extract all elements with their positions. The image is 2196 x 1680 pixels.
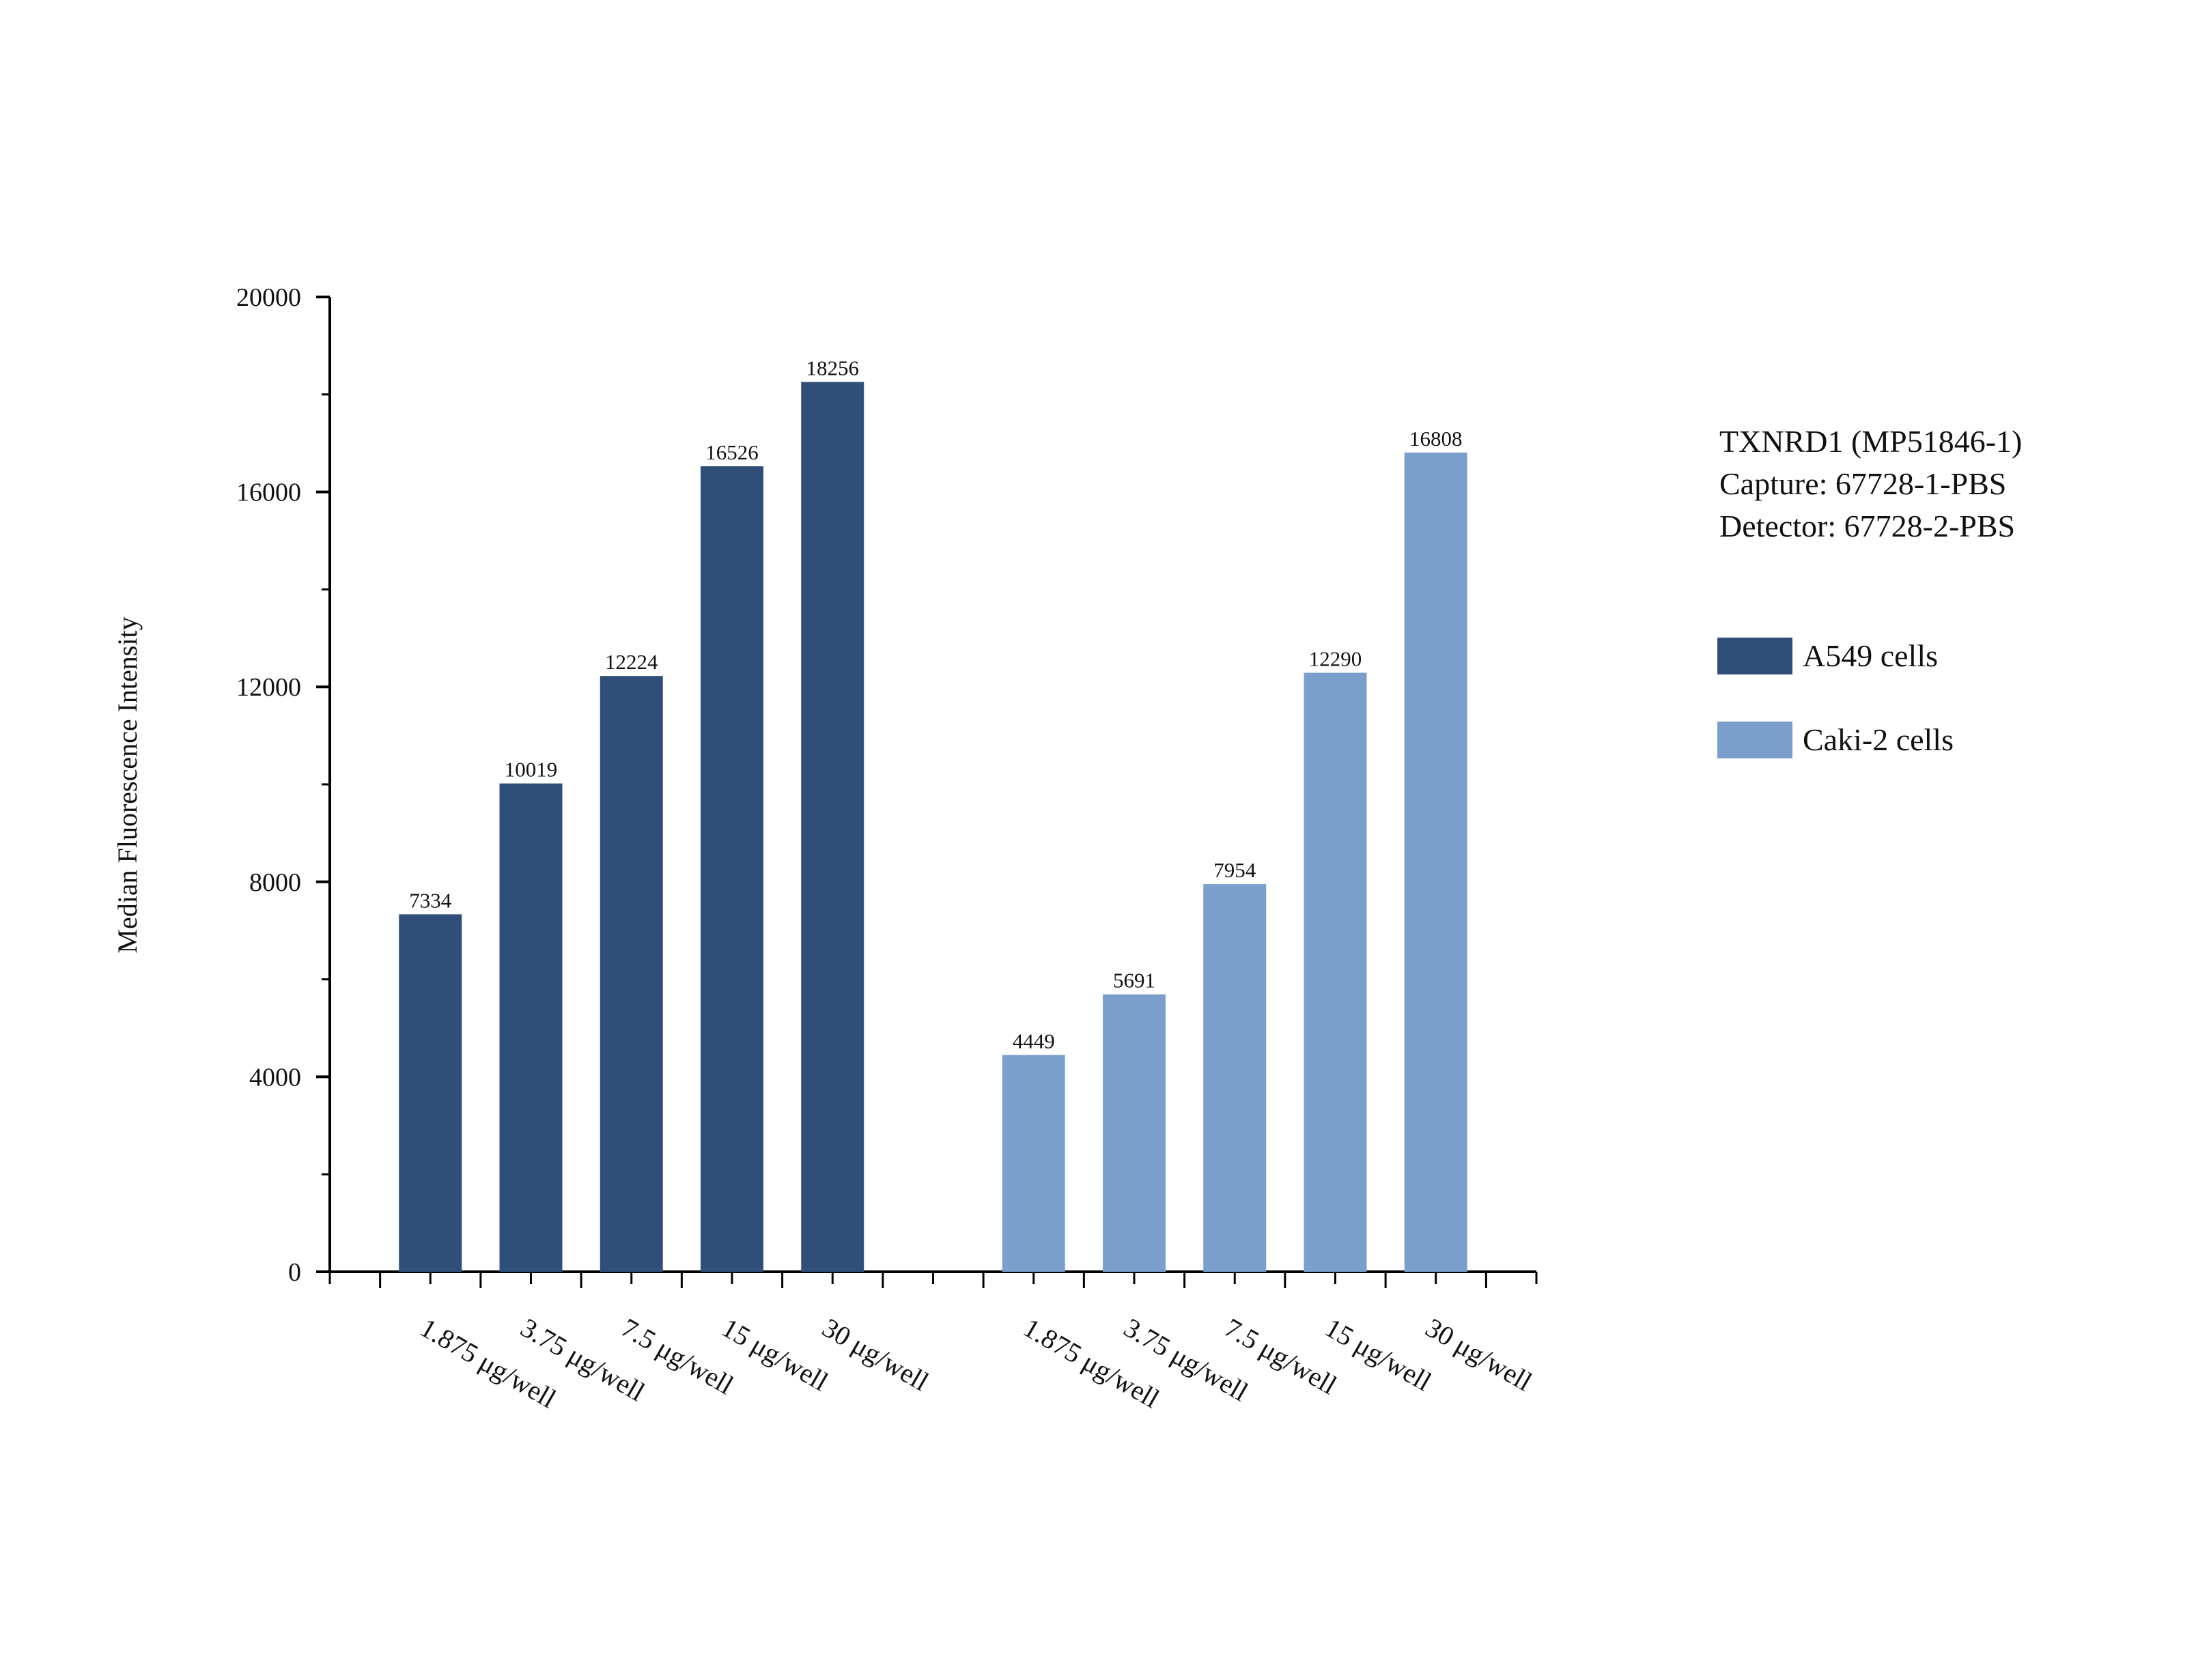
y-axis: 0 4000 8000 12000 16000 20000	[236, 283, 331, 1287]
bar-value-label: 4449	[1013, 1029, 1055, 1053]
x-tick-label: 30 μg/well	[1420, 1312, 1537, 1397]
bar-caki2-4	[1404, 452, 1467, 1272]
bar-value-label: 16808	[1409, 427, 1463, 451]
annotation-title: TXNRD1 (MP51846-1)	[1719, 424, 2022, 459]
bar-a549-0	[399, 914, 462, 1272]
bar-value-label: 12290	[1309, 646, 1362, 670]
y-tick-label: 12000	[236, 673, 301, 702]
y-tick-label: 0	[288, 1258, 301, 1287]
legend-swatch-caki2	[1717, 722, 1792, 758]
annotation: TXNRD1 (MP51846-1) Capture: 67728-1-PBS …	[1719, 424, 2022, 543]
y-axis-label: Median Fluorescence Intensity	[112, 616, 143, 953]
legend-label-a549: A549 cells	[1803, 638, 1938, 673]
bar-value-label: 12224	[605, 650, 658, 674]
annotation-capture: Capture: 67728-1-PBS	[1719, 466, 2006, 501]
bar-caki2-2	[1203, 884, 1267, 1272]
legend: A549 cells Caki-2 cells	[1717, 638, 1954, 758]
x-axis	[328, 1270, 1538, 1288]
y-tick-label: 20000	[236, 283, 301, 312]
y-tick-label: 4000	[249, 1063, 301, 1092]
bar-caki2-1	[1103, 994, 1166, 1272]
value-labels: 7334 10019 12224 16526 18256 4449 5691 7954 1229…	[409, 356, 1462, 1053]
bar-a549-4	[801, 382, 864, 1272]
legend-label-caki2: Caki-2 cells	[1803, 722, 1954, 757]
x-tick-label: 15 μg/well	[717, 1312, 834, 1397]
bar-value-label: 10019	[505, 758, 558, 782]
bars	[399, 382, 1467, 1272]
y-tick-label: 16000	[236, 479, 301, 507]
bar-caki2-3	[1304, 672, 1367, 1272]
bar-value-label: 16526	[705, 440, 759, 464]
x-tick-label: 30 μg/well	[817, 1312, 934, 1397]
bar-caki2-0	[1002, 1055, 1065, 1272]
bar-value-label: 7954	[1213, 858, 1256, 882]
annotation-detector: Detector: 67728-2-PBS	[1719, 509, 2015, 543]
y-tick-label: 8000	[249, 868, 301, 897]
bar-value-label: 7334	[409, 888, 452, 912]
x-tick-label: 15 μg/well	[1320, 1312, 1437, 1397]
bar-value-label: 18256	[806, 356, 860, 380]
bar-a549-1	[499, 783, 563, 1272]
legend-swatch-a549	[1717, 638, 1792, 674]
bar-a549-2	[600, 676, 663, 1272]
bar-value-label: 5691	[1113, 969, 1155, 993]
bar-a549-3	[701, 466, 763, 1272]
